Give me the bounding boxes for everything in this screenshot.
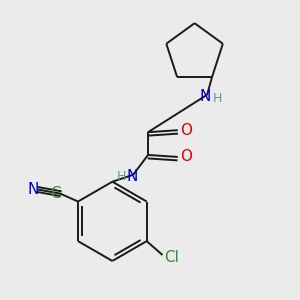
Text: N: N	[200, 89, 211, 104]
Text: C: C	[50, 186, 61, 201]
Text: N: N	[127, 169, 138, 184]
Text: N: N	[28, 182, 39, 197]
Text: H: H	[212, 92, 222, 105]
Text: Cl: Cl	[164, 250, 179, 265]
Text: O: O	[180, 123, 192, 138]
Text: O: O	[180, 149, 192, 164]
Text: H: H	[117, 170, 126, 183]
